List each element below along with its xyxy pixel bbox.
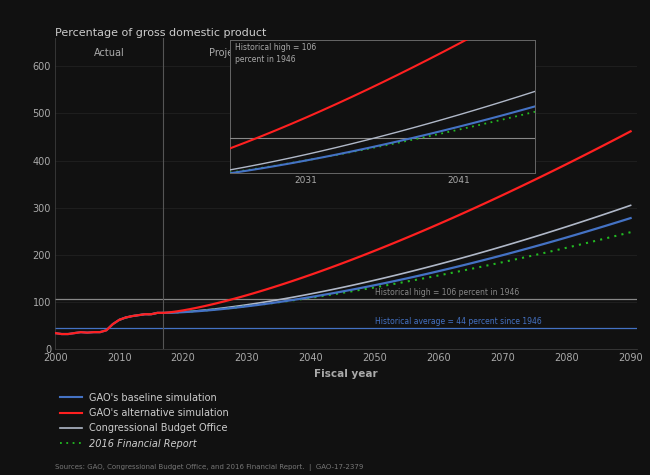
Legend: GAO's baseline simulation, GAO's alternative simulation, Congressional Budget Of: GAO's baseline simulation, GAO's alterna… (60, 393, 229, 449)
Text: Historical high = 106 percent in 1946: Historical high = 106 percent in 1946 (375, 288, 519, 297)
Text: Historical average = 44 percent since 1946: Historical average = 44 percent since 19… (375, 317, 541, 326)
Text: Historical high = 106
percent in 1946: Historical high = 106 percent in 1946 (235, 43, 316, 64)
X-axis label: Fiscal year: Fiscal year (315, 369, 378, 379)
Text: Sources: GAO, Congressional Budget Office, and 2016 Financial Report.  |  GAO-17: Sources: GAO, Congressional Budget Offic… (55, 464, 363, 471)
Text: Projected: Projected (209, 48, 254, 58)
Text: Percentage of gross domestic product: Percentage of gross domestic product (55, 28, 266, 38)
Text: Actual: Actual (94, 48, 125, 58)
